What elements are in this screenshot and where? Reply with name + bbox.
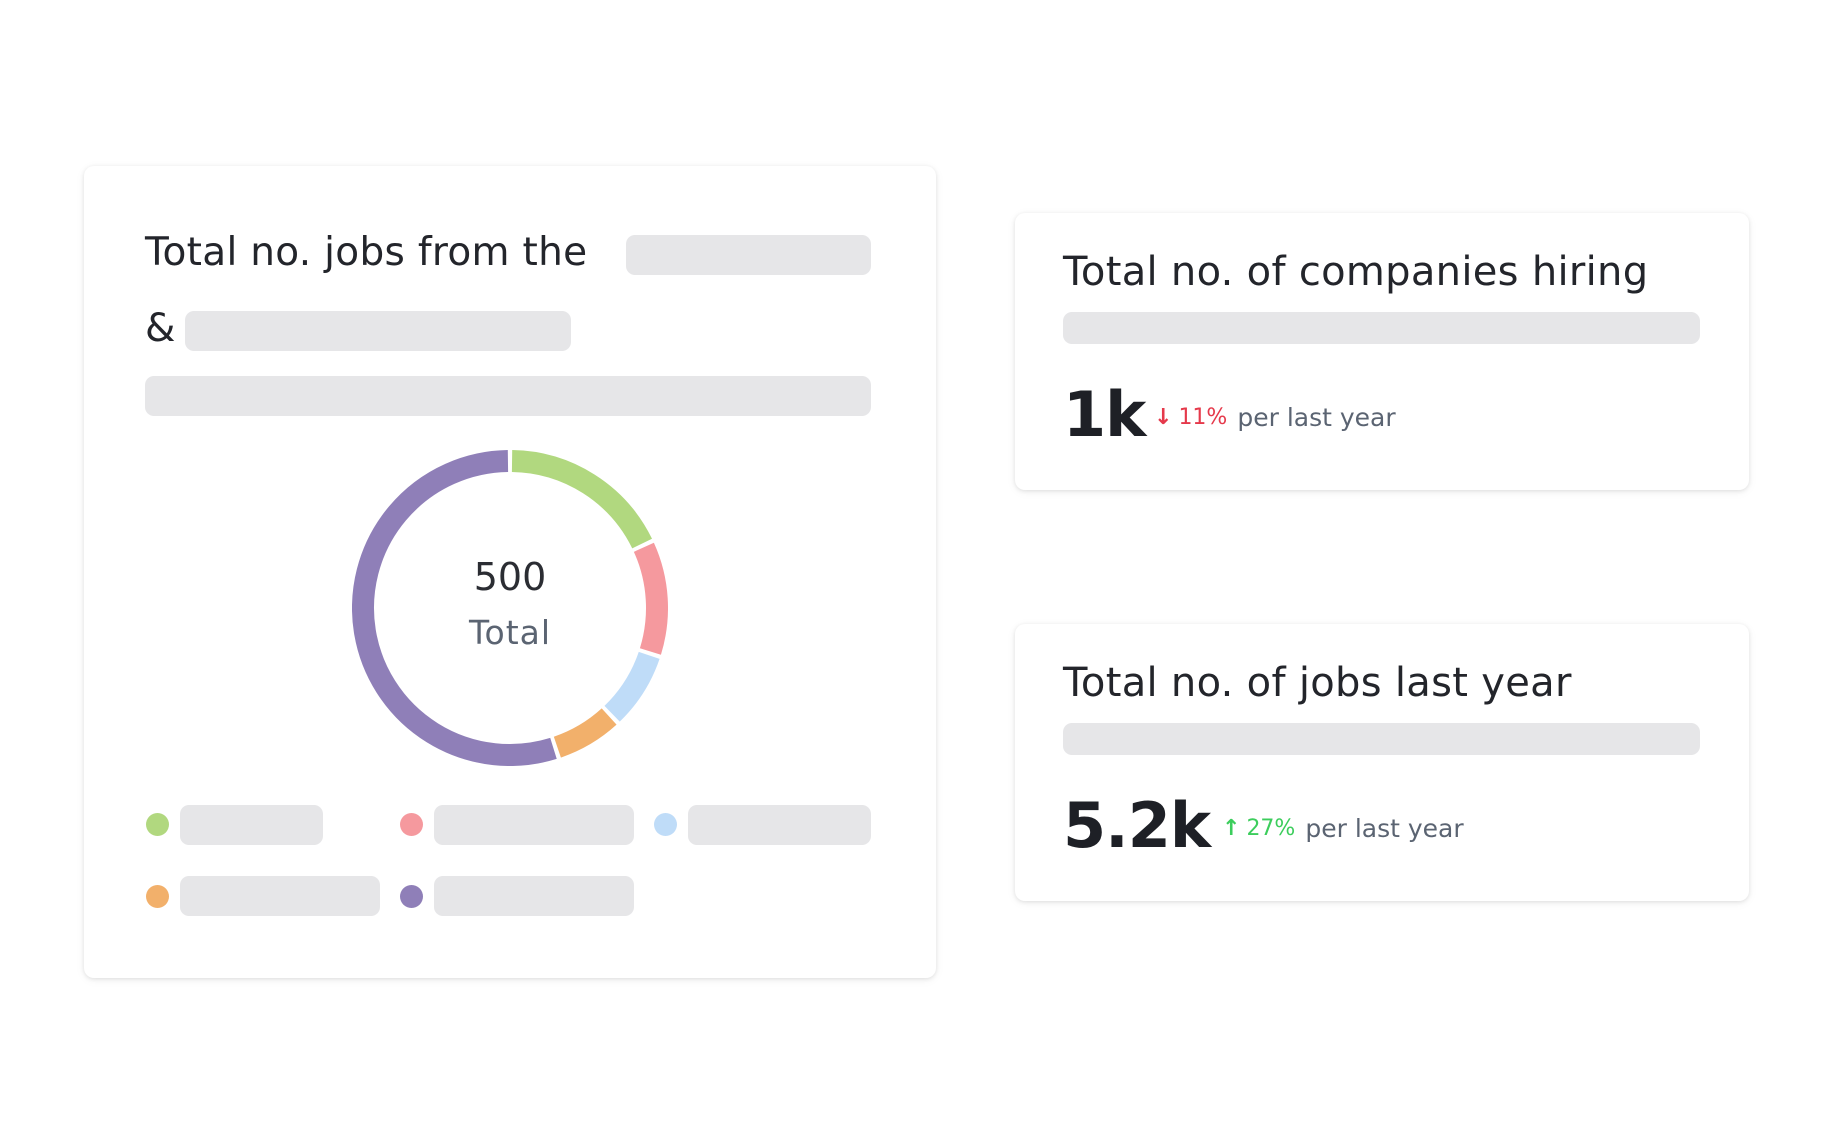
change-period: per last year <box>1305 814 1464 843</box>
stat-change: ↓ 11% per last year <box>1154 403 1396 432</box>
donut-slice-2 <box>604 651 660 722</box>
legend-dot-orange <box>146 885 169 908</box>
jobs-last-year-card: Total no. of jobs last year 5.2k ↑ 27% p… <box>1015 624 1749 901</box>
legend-dot-red <box>400 813 423 836</box>
card-title: Total no. of jobs last year <box>1063 660 1572 706</box>
subtitle-placeholder <box>1063 723 1700 755</box>
donut-slice-3 <box>553 708 617 758</box>
legend-dot-blue <box>654 813 677 836</box>
card-title-part1: Total no. jobs from the <box>145 230 588 275</box>
donut-slice-4 <box>352 450 557 766</box>
stat-value: 1k <box>1063 378 1146 451</box>
card-title: Total no. of companies hiring <box>1063 249 1649 295</box>
legend-label-placeholder <box>180 805 323 845</box>
subtitle-placeholder <box>1063 312 1700 344</box>
title-placeholder-2 <box>185 311 571 351</box>
donut-chart-svg <box>352 450 668 766</box>
stat-value: 5.2k <box>1063 789 1211 862</box>
change-period: per last year <box>1237 403 1396 432</box>
stat-change: ↑ 27% per last year <box>1222 814 1464 843</box>
arrow-up-icon: ↑ <box>1222 816 1241 841</box>
donut-chart: 500 Total <box>352 450 668 766</box>
legend-label-placeholder <box>180 876 380 916</box>
legend-label-placeholder <box>688 805 871 845</box>
change-percent: 27% <box>1246 816 1296 841</box>
companies-hiring-card: Total no. of companies hiring 1k ↓ 11% p… <box>1015 213 1749 490</box>
legend-label-placeholder <box>434 805 634 845</box>
jobs-breakdown-card: Total no. jobs from the & 500 Total <box>84 166 936 978</box>
legend-dot-green <box>146 813 169 836</box>
legend-dot-purple <box>400 885 423 908</box>
change-percent: 11% <box>1178 405 1228 430</box>
donut-slice-1 <box>633 542 668 655</box>
card-title-part2: & <box>145 306 176 351</box>
donut-slice-0 <box>511 450 653 549</box>
title-placeholder-1 <box>626 235 871 275</box>
legend-label-placeholder <box>434 876 634 916</box>
subtitle-placeholder <box>145 376 871 416</box>
arrow-down-icon: ↓ <box>1154 405 1173 430</box>
